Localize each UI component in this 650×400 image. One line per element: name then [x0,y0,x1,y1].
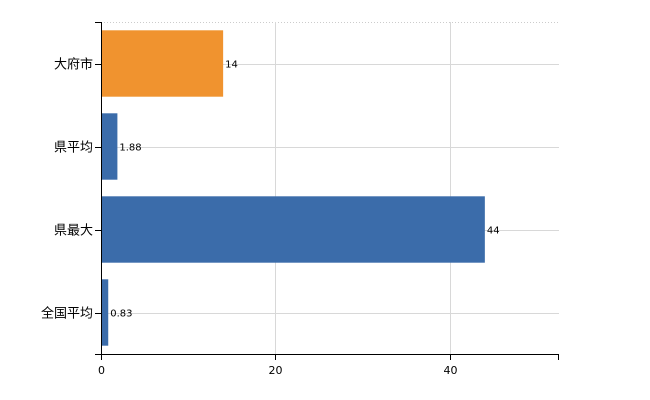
category-label: 大府市 [54,57,93,73]
bar [101,113,118,180]
bar [101,30,224,97]
data-label: 0.83 [110,309,132,320]
bar [101,196,485,263]
data-label: 14 [225,60,238,71]
category-label: 全国平均 [41,306,93,322]
data-label: 1.88 [119,143,141,154]
bar [101,279,109,346]
x-tick-label: 0 [98,364,105,377]
x-tick-label: 20 [269,364,283,377]
category-label: 県最大 [54,224,93,239]
category-label: 県平均 [54,141,93,156]
data-label: 44 [487,226,500,237]
x-tick-label: 40 [444,364,458,377]
